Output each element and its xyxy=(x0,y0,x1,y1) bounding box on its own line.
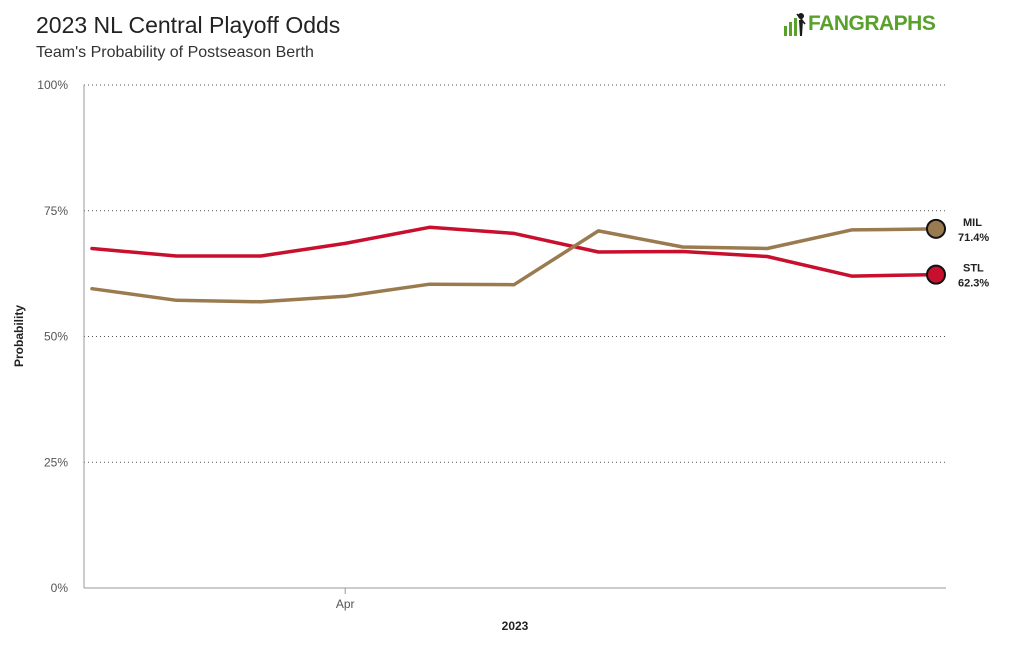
end-label-value-stl: 62.3% xyxy=(958,278,989,290)
series-line-mil xyxy=(90,227,938,304)
tick-labels: 0% 25% 50% 75% 100% Apr xyxy=(37,78,354,611)
end-markers: STL 62.3% MIL 71.4% xyxy=(926,217,989,290)
chart-title: 2023 NL Central Playoff Odds xyxy=(36,12,341,38)
y-tick-label: 75% xyxy=(44,204,68,218)
end-label-name-mil: MIL xyxy=(963,217,982,229)
y-tick-label: 0% xyxy=(51,581,69,595)
gridlines xyxy=(84,84,946,463)
end-marker-mil[interactable] xyxy=(926,218,946,239)
end-label-name-stl: STL xyxy=(963,263,984,275)
y-tick-label: 25% xyxy=(44,455,68,469)
y-axis-title: Probability xyxy=(12,305,26,367)
y-tick-label: 100% xyxy=(37,78,68,92)
x-axis-title: 2023 xyxy=(502,619,529,633)
batter-icon xyxy=(784,13,806,36)
fangraphs-logo[interactable]: FANGRAPHS xyxy=(784,12,936,36)
axes xyxy=(83,85,946,589)
chart-subtitle: Team's Probability of Postseason Berth xyxy=(36,44,314,61)
end-marker-stl[interactable] xyxy=(926,264,946,285)
series-line-stl xyxy=(90,225,938,278)
end-label-value-mil: 71.4% xyxy=(958,232,989,244)
logo-text: FANGRAPHS xyxy=(808,12,936,35)
series xyxy=(90,225,938,304)
y-tick-label: 50% xyxy=(44,330,68,344)
x-tick-label: Apr xyxy=(336,597,355,611)
